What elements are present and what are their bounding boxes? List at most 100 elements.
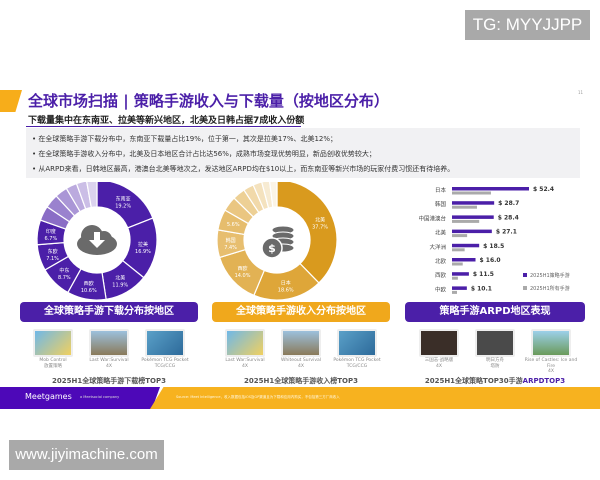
game-caption: 明日方舟 塔防	[486, 358, 504, 369]
coins-dollar-icon: $	[261, 225, 295, 259]
bar-strategy	[452, 187, 529, 191]
slice-value: 18.6%	[278, 288, 294, 294]
source-note: Source: Meet Intelligence，收入数据包括iOS及GP渠道…	[176, 395, 340, 399]
bar-all-games	[452, 219, 480, 223]
slice-value: 19.2%	[115, 204, 131, 210]
bar-strategy	[452, 243, 480, 248]
bar-value-label: $ 27.1	[496, 229, 517, 236]
slice-label: 中东	[59, 267, 69, 274]
slice-value: 7.1%	[46, 256, 59, 262]
game-thumbnail	[475, 329, 515, 357]
game-thumbnail	[419, 329, 459, 357]
bar-all-games	[452, 205, 477, 209]
slice-label: 东欧	[48, 248, 58, 255]
slice-value: 6.7%	[45, 236, 58, 242]
bar-all-games	[452, 191, 491, 195]
bar-value-label: $ 28.7	[498, 200, 519, 207]
game-thumbnail	[89, 329, 129, 357]
bar-all-games	[452, 234, 468, 238]
legend-label: 2025H1策略手游	[530, 272, 570, 279]
game-thumbnail	[337, 329, 377, 357]
slice-value: 8.7%	[58, 275, 71, 281]
slice-value: 10.6%	[81, 288, 97, 294]
page-title: 全球市场扫描 | 策略手游收入与下载量（按地区分布）	[28, 92, 389, 110]
slice-value: 11.9%	[112, 282, 128, 288]
game-thumbnail	[33, 329, 73, 357]
game-caption: Whiteout Survival 4X	[280, 358, 322, 369]
bar-strategy	[452, 272, 469, 276]
slice-label: 西欧	[84, 280, 94, 287]
legend-label: 2025H1所有手游	[530, 285, 570, 292]
bar-strategy	[452, 258, 476, 262]
panel-banner: 全球策略手游下载分布按地区	[20, 302, 198, 322]
slice-value: 16.9%	[135, 249, 151, 255]
legend-swatch	[523, 286, 527, 290]
slice-value: 37.7%	[312, 224, 328, 230]
game-caption: Rise of Castles: Ice and Fire 4X	[524, 358, 578, 374]
legend-swatch	[523, 273, 527, 277]
footer-source-band	[150, 387, 600, 409]
bullet-item: • 在全球策略手游收入分布中，北美及日本地区合计占比达56%，成熟市场变现优势明…	[32, 150, 376, 158]
category-label: 北美	[435, 229, 447, 237]
bar-strategy	[452, 229, 492, 234]
game-thumbnail	[281, 329, 321, 357]
bar-all-games	[452, 290, 457, 294]
slice-label: 北美	[315, 216, 325, 223]
category-label: 中欧	[435, 285, 447, 293]
subtitle-underline	[26, 126, 301, 127]
game-caption: Pokémon TCG Pocket TCG/CCG	[141, 358, 189, 369]
slice-label: 印度	[46, 228, 56, 235]
game-thumbnail	[531, 329, 571, 357]
panel-banner: 全球策略手游收入分布按地区	[212, 302, 390, 322]
panel-banner: 策略手游ARPD地区表现	[405, 302, 585, 322]
rank-title: 2025H1全球策略TOP30手游ARPDTOP3	[424, 377, 566, 385]
bar-value-label: $ 52.4	[533, 186, 554, 193]
slice-value: 7.4%	[224, 245, 237, 251]
bar-value-label: $ 28.4	[498, 214, 519, 221]
cloud-download-icon	[77, 225, 117, 255]
rank-title: 2025H1全球策略手游收入榜TOP3	[244, 377, 358, 385]
watermark-site: www.jiyimachine.com	[9, 440, 164, 470]
rank-title: 2025H1全球策略手游下载榜TOP3	[52, 377, 166, 385]
arpd-bar-chart: 日本 $ 52.4 韩国 $ 28.7 中国港澳台 $ 28.4 北美 $ 27.1 大洋洲 $ …	[418, 186, 570, 294]
category-label: 韩国	[435, 200, 447, 208]
bullet-box: • 在全球策略手游下载分布中，东南亚下载量占比19%，位于第一，其次是拉美17%…	[26, 128, 580, 178]
bar-value-label: $ 11.5	[473, 271, 494, 278]
slice-label: 日本	[281, 280, 291, 287]
slice-label: 西欧	[238, 265, 248, 272]
slice-value: 14.0%	[235, 273, 251, 279]
game-caption: Mob Control 放置策略	[39, 358, 67, 369]
bar-strategy	[452, 215, 494, 219]
svg-text:$: $	[268, 242, 276, 255]
bar-all-games	[452, 276, 458, 280]
bar-strategy	[452, 286, 467, 290]
game-caption: Last War:Survival 4X	[225, 358, 265, 369]
bullet-item: • 从ARPD来看，日韩地区最高，港澳台北美等地次之，发达地区ARPD均在$10…	[32, 165, 455, 173]
category-label: 日本	[435, 186, 447, 194]
slice-label: 东南亚	[116, 196, 131, 203]
bar-all-games	[452, 248, 465, 252]
category-label: 大洋洲	[429, 243, 446, 251]
bullet-item: • 在全球策略手游下载分布中，东南亚下载量占比19%，位于第一，其次是拉美17%…	[32, 135, 338, 143]
game-caption: Pokémon TCG Pocket TCG/CCG	[333, 358, 381, 369]
logo-subtitle: a Meetsocial company	[80, 395, 120, 399]
bar-value-label: $ 18.5	[483, 243, 504, 250]
page-number: 11	[578, 90, 584, 95]
donut-slice	[86, 182, 98, 209]
bar-strategy	[452, 201, 495, 205]
meetgames-logo: Meetgames	[25, 392, 72, 401]
game-caption: 三国志·战略版 4X	[424, 358, 454, 369]
category-label: 西欧	[435, 271, 447, 279]
slice-label: 拉美	[138, 241, 148, 248]
donut-slice	[276, 182, 338, 284]
slice-label: 韩国	[226, 237, 236, 244]
watermark-tg: TG: MYYJJPP	[465, 10, 590, 40]
slice-value: 5.6%	[227, 222, 240, 228]
donut-slice	[269, 182, 278, 208]
bar-all-games	[452, 262, 463, 266]
footer-brand-band	[0, 387, 160, 409]
bar-value-label: $ 16.0	[480, 257, 501, 264]
bar-value-label: $ 10.1	[471, 285, 492, 292]
